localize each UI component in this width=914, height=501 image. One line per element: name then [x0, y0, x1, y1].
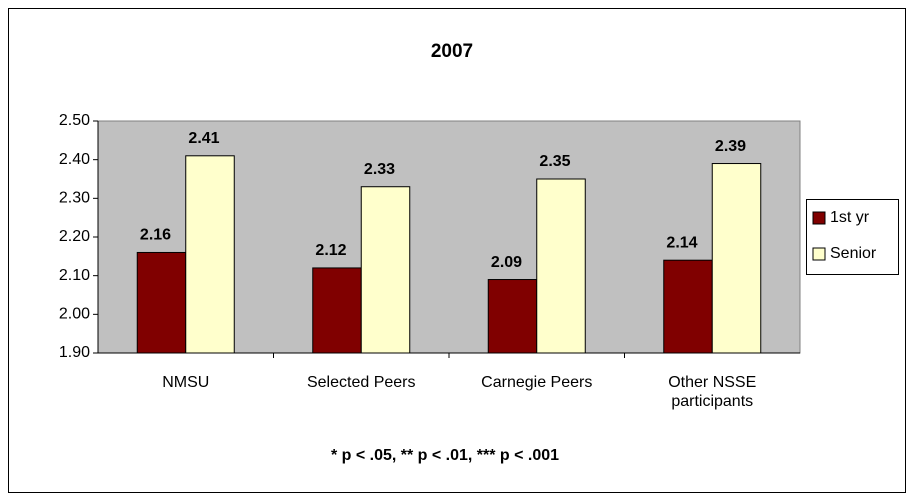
bar — [711, 163, 762, 354]
y-tick-label: 2.40 — [59, 151, 90, 168]
legend-swatch — [812, 247, 826, 261]
y-tick-label: 2.00 — [59, 306, 90, 323]
y-tick-label: 2.50 — [59, 112, 90, 129]
data-label: 2.39 — [715, 138, 746, 155]
bar — [136, 251, 187, 354]
legend-label: 1st yr — [830, 209, 870, 226]
data-label: 2.09 — [491, 254, 522, 271]
legend-label: Senior — [830, 245, 877, 262]
y-tick-label: 1.90 — [59, 344, 90, 361]
y-tick-label: 2.30 — [59, 190, 90, 207]
data-label: 2.16 — [140, 227, 171, 244]
bar — [536, 178, 586, 354]
annotation: * p < .05, ** p < .01, *** p < .001 — [331, 447, 559, 464]
data-label: 2.33 — [364, 161, 395, 178]
data-label: 2.41 — [188, 130, 219, 147]
x-tick-label: NMSU — [162, 374, 210, 391]
bar — [360, 186, 411, 354]
data-label: 2.14 — [666, 234, 697, 251]
bar — [663, 259, 713, 354]
data-label: 2.35 — [539, 153, 570, 170]
y-tick-label: 2.10 — [59, 267, 90, 284]
y-tick-label: 2.20 — [59, 228, 90, 245]
x-tick-label: Selected Peers — [306, 374, 416, 391]
data-label: 2.12 — [315, 242, 346, 259]
bar — [185, 155, 235, 354]
chart-title: 2007 — [431, 41, 473, 62]
x-tick-label: Other NSSE participants — [668, 374, 757, 410]
x-tick-label: Carnegie Peers — [481, 374, 593, 391]
bar — [487, 279, 538, 354]
bar — [312, 267, 362, 354]
legend-swatch — [812, 211, 826, 225]
